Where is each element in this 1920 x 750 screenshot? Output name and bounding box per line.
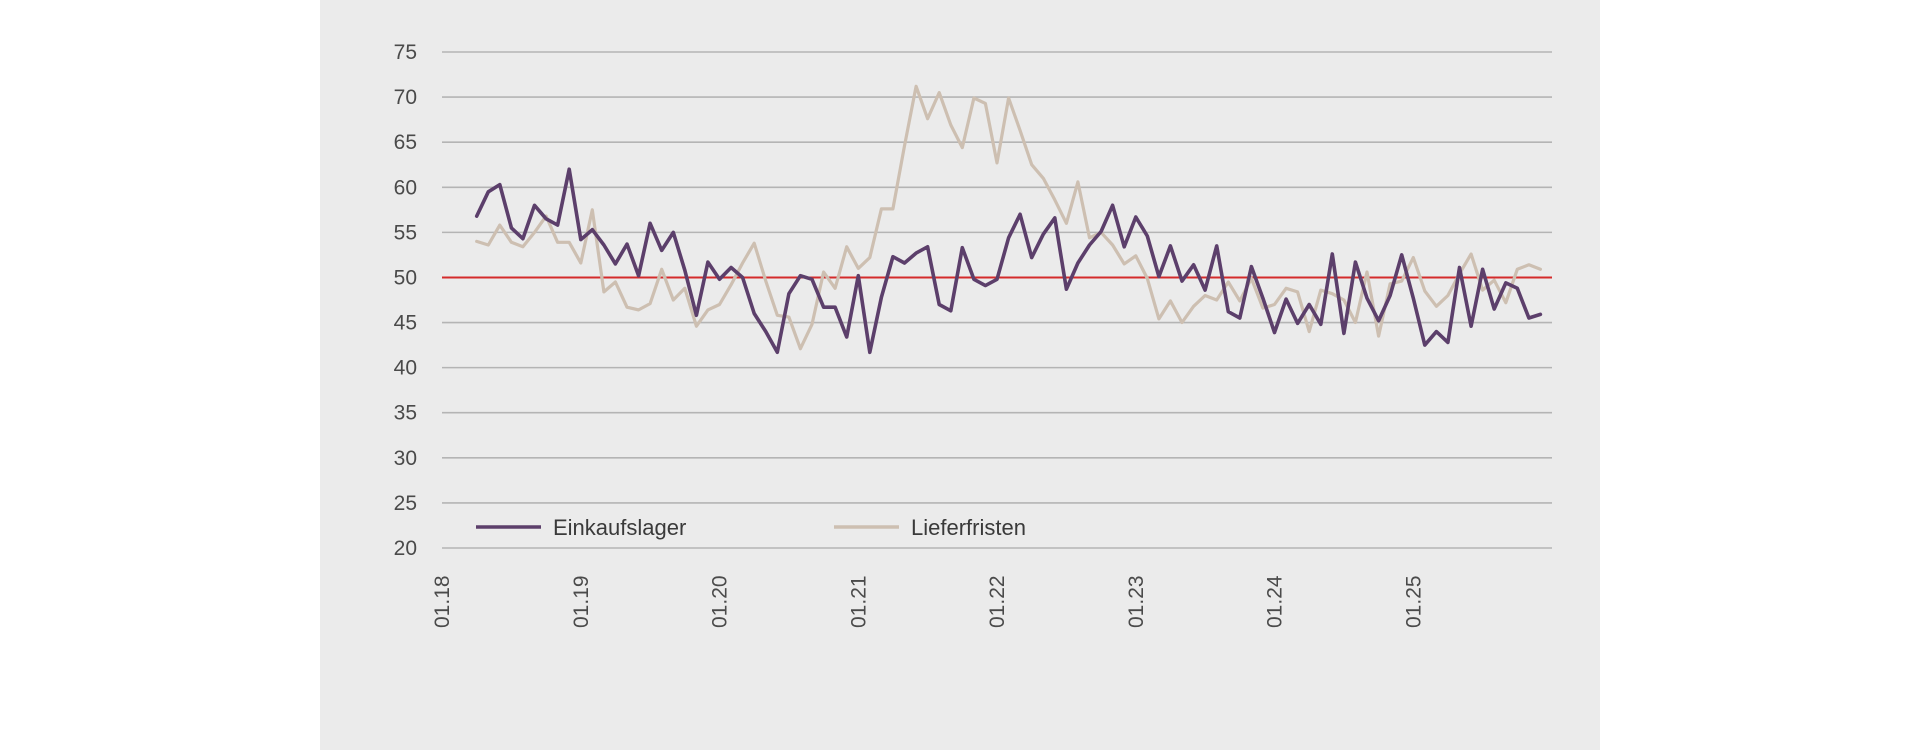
x-tick-label: 01.19 <box>570 575 593 628</box>
legend: Einkaufslager Lieferfristen <box>476 515 1026 540</box>
y-tick-label: 55 <box>394 221 417 244</box>
y-tick-label: 50 <box>394 266 417 289</box>
chart-panel: 75 70 65 60 55 50 45 40 35 30 25 20 01.18 01.19 01.20… <box>320 0 1600 750</box>
x-tick-label: 01.24 <box>1264 575 1287 628</box>
y-tick-label: 70 <box>394 86 417 109</box>
y-tick-label: 20 <box>394 537 417 560</box>
y-tick-label: 30 <box>394 447 417 470</box>
series-layer <box>474 84 1543 355</box>
y-tick-label: 65 <box>394 131 417 154</box>
y-tick-label: 35 <box>394 402 417 425</box>
legend-label-lieferfristen: Lieferfristen <box>911 515 1026 540</box>
line-chart: 75 70 65 60 55 50 45 40 35 30 25 20 01.18 01.19 01.20… <box>394 41 1552 628</box>
legend-label-einkaufslager: Einkaufslager <box>553 515 686 540</box>
x-tick-label: 01.22 <box>986 575 1009 628</box>
y-tick-label: 25 <box>394 492 417 515</box>
x-tick-label: 01.25 <box>1402 575 1425 628</box>
x-tick-label: 01.20 <box>709 575 732 628</box>
x-tick-label: 01.21 <box>847 575 870 628</box>
y-tick-label: 60 <box>394 176 417 199</box>
x-axis-ticks: 01.18 01.19 01.20 01.21 01.22 01.23 01.24 01.25 <box>431 575 1425 628</box>
y-tick-label: 45 <box>394 312 417 335</box>
y-axis-ticks: 75 70 65 60 55 50 45 40 35 30 25 20 <box>394 41 417 560</box>
x-tick-label: 01.23 <box>1125 575 1148 628</box>
series-line-einkaufslager <box>474 167 1543 355</box>
y-tick-label: 40 <box>394 357 417 380</box>
series-line-lieferfristen <box>475 84 1543 351</box>
x-tick-label: 01.18 <box>431 575 454 628</box>
y-tick-label: 75 <box>394 41 417 64</box>
